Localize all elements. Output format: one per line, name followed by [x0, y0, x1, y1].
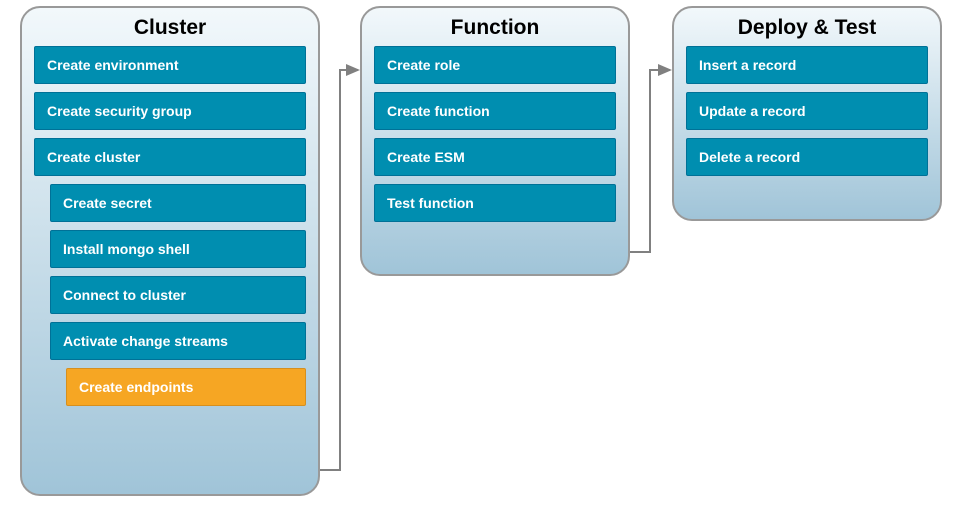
step-item[interactable]: Delete a record: [686, 138, 928, 176]
step-item[interactable]: Create endpoints: [66, 368, 306, 406]
panel-title-cluster: Cluster: [34, 16, 306, 40]
step-item[interactable]: Create environment: [34, 46, 306, 84]
step-item[interactable]: Create ESM: [374, 138, 616, 176]
step-item[interactable]: Update a record: [686, 92, 928, 130]
panel-function: FunctionCreate roleCreate functionCreate…: [360, 6, 630, 276]
step-item[interactable]: Insert a record: [686, 46, 928, 84]
flow-arrow: [630, 70, 670, 252]
panel-items-function: Create role Create function Create ESM Test…: [374, 46, 616, 222]
panel-items-deploy: Insert a record Update a record Delete a r…: [686, 46, 928, 176]
panel-title-deploy: Deploy & Test: [686, 16, 928, 40]
panel-cluster: Cluster Create environment Create security…: [20, 6, 320, 496]
step-item[interactable]: Create cluster: [34, 138, 306, 176]
step-item[interactable]: Test function: [374, 184, 616, 222]
step-item[interactable]: Create function: [374, 92, 616, 130]
panel-title-function: Function: [374, 16, 616, 40]
flow-arrow: [320, 70, 358, 470]
panel-items-cluster: Create environment Create security group C…: [34, 46, 306, 406]
step-item[interactable]: Connect to cluster: [50, 276, 306, 314]
step-item[interactable]: Install mongo shell: [50, 230, 306, 268]
diagram-canvas: Cluster Create environment Create security…: [0, 0, 965, 505]
panel-deploy: Deploy & Test Insert a record Update a rec…: [672, 6, 942, 221]
step-item[interactable]: Create security group: [34, 92, 306, 130]
step-item[interactable]: Activate change streams: [50, 322, 306, 360]
step-item[interactable]: Create secret: [50, 184, 306, 222]
step-item[interactable]: Create role: [374, 46, 616, 84]
